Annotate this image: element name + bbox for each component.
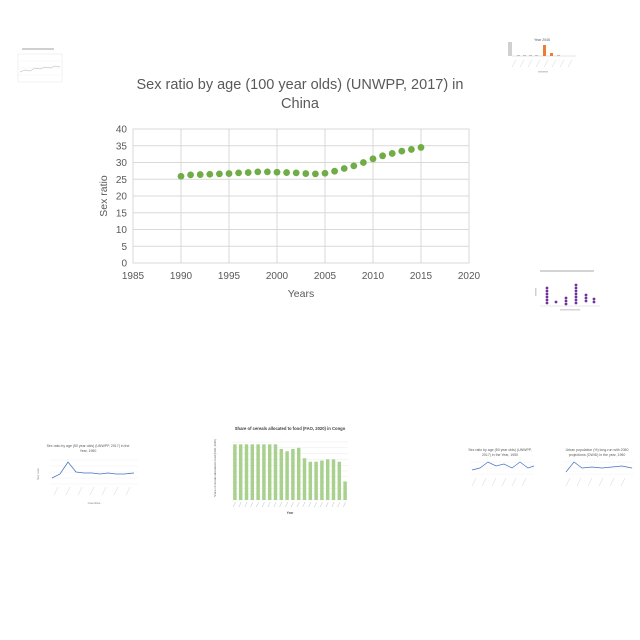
thumbnail-chart-right-purple [530, 268, 604, 314]
data-point [331, 167, 338, 175]
x-tick-label: 2015 [410, 271, 433, 282]
x-axis-title: Years [288, 288, 314, 300]
data-point [273, 168, 281, 176]
thumbnail-y-label: Sex ratio [36, 468, 40, 480]
thumbnail-title: Sex ratio by age (50 year olds) (UNWPP, … [46, 444, 130, 453]
data-point [340, 165, 348, 172]
thumbnail-bar [308, 461, 313, 500]
data-point [398, 147, 406, 155]
data-point [264, 168, 271, 176]
thumbnail-chart-bottom-left: Sex ratio by age (50 year olds) (UNWPP, … [30, 442, 146, 512]
x-tick-label: 2005 [314, 271, 337, 282]
data-point [388, 150, 396, 157]
y-tick-label: 10 [116, 225, 128, 236]
y-tick-label: 20 [116, 192, 128, 203]
thumbnail-title: Share of cereals allocated to food (FAO,… [234, 426, 346, 431]
data-point [283, 169, 290, 176]
thumbnail-bar [291, 448, 295, 500]
thumbnail-bar [325, 459, 330, 500]
chart-title: Sex ratio by age (100 year olds) (UNWPP,… [136, 77, 464, 112]
data-point [321, 169, 329, 177]
x-tick-label: 1985 [122, 271, 145, 282]
thumbnail-bar [343, 481, 347, 500]
data-points [177, 144, 425, 180]
data-point [292, 169, 300, 177]
thumbnail-chart-top-right: Year 2045 [504, 36, 580, 76]
x-tick-label: 1990 [170, 271, 193, 282]
y-tick-label: 40 [116, 125, 128, 136]
thumbnail-x-label: Countries [88, 501, 101, 505]
thumbnail-bar [337, 461, 342, 500]
y-axis-title: Sex ratio [98, 175, 110, 217]
data-point [244, 169, 252, 176]
y-tick-label: 25 [116, 175, 128, 186]
x-tick-label: 2000 [266, 271, 289, 282]
y-tick-label: 35 [116, 141, 128, 152]
thumbnail-title: Urban population (%) long-run with 2050 … [565, 448, 629, 457]
thumbnail-chart-top-left [10, 46, 66, 90]
data-point [369, 155, 377, 163]
x-tick-label: 2010 [362, 271, 385, 282]
thumbnail-bar [296, 447, 301, 500]
y-tick-labels: 0 5 10 15 20 25 30 35 40 [116, 125, 128, 270]
thumbnail-bar [262, 444, 266, 500]
data-point [206, 170, 214, 178]
thumbnail-chart-bottom-right-b: Urban population (%) long-run with 2050 … [556, 446, 638, 494]
thumbnail-bar [273, 444, 278, 500]
thumbnail-bar [256, 444, 260, 500]
data-point [360, 159, 367, 166]
thumbnail-bar [320, 460, 324, 500]
x-tick-label: 2020 [458, 271, 481, 282]
y-tick-label: 0 [121, 259, 127, 270]
data-point [216, 170, 223, 178]
thumbnail-bar [285, 451, 289, 500]
thumbnail-chart-bottom-right-a: Sex ratio by age (50 year olds) (UNWPP, … [462, 446, 538, 494]
thumbnail-bar [233, 444, 237, 500]
data-point [417, 144, 425, 151]
data-point [177, 172, 185, 180]
x-tick-labels: 1985 1990 1995 2000 2005 2010 2015 2020 [122, 271, 481, 282]
data-point [235, 169, 243, 177]
data-point [196, 171, 204, 178]
data-point [312, 170, 319, 178]
thumbnail-bar [238, 444, 243, 500]
thumbnail-bar [331, 459, 336, 500]
x-tick-label: 1995 [218, 271, 241, 282]
plot-area-border [132, 128, 470, 264]
data-point [350, 162, 358, 170]
thumbnail-bar [314, 461, 318, 500]
thumbnail-bar [267, 444, 272, 500]
data-point [302, 170, 310, 177]
y-tick-label: 5 [121, 242, 127, 253]
data-point [225, 170, 233, 177]
thumbnail-title: Year 2045 [534, 38, 550, 42]
thumbnail-bar [250, 444, 255, 500]
thumbnail-chart-bottom-center: Share of cereals allocated to food (FAO,… [212, 432, 352, 518]
data-point [254, 168, 262, 176]
thumbnail-bar [279, 448, 284, 500]
data-point [408, 146, 415, 153]
data-point [379, 152, 386, 160]
thumbnail-bar [302, 458, 307, 500]
y-tick-label: 30 [116, 158, 128, 169]
data-point [187, 171, 195, 179]
thumbnail-x-label: Year [287, 511, 294, 515]
thumbnail-bar [244, 444, 249, 500]
thumbnail-y-label: Share of cereals allocated to food (FAO,… [213, 439, 217, 497]
thumbnail-title: Sex ratio by age (50 year olds) (UNWPP, … [468, 448, 532, 457]
y-tick-label: 15 [116, 208, 128, 219]
